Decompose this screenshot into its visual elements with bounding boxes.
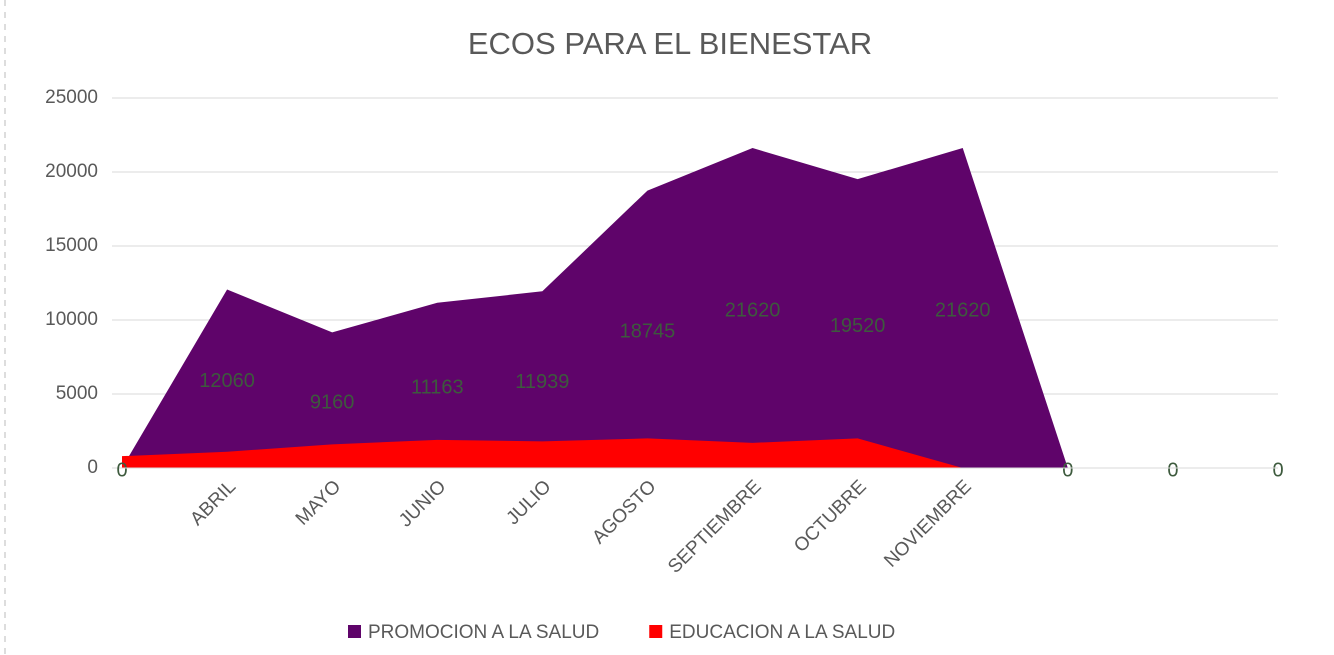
y-tick-label: 25000	[45, 87, 98, 108]
x-tick-label: OCTUBRE	[790, 476, 871, 557]
data-label: 11163	[411, 377, 464, 399]
data-label: 12060	[199, 370, 255, 392]
y-tick-label: 0	[87, 457, 98, 478]
legend-label: EDUCACION A LA SALUD	[669, 622, 895, 643]
x-tick-label: ABRIL	[186, 476, 240, 530]
data-label: 0	[1167, 459, 1178, 481]
x-tick-label: SEPTIEMBRE	[664, 476, 765, 577]
chart-title: ECOS PARA EL BIENESTAR	[468, 26, 872, 61]
data-label: 0	[1062, 459, 1073, 481]
data-label: 11939	[515, 371, 569, 393]
data-label: 18745	[620, 321, 676, 343]
data-label: 21620	[935, 299, 991, 321]
data-label: 19520	[830, 315, 886, 337]
x-tick-label: JUNIO	[395, 476, 450, 531]
x-tick-label: NOVIEMBRE	[880, 476, 975, 571]
y-tick-label: 15000	[45, 235, 98, 256]
area	[122, 438, 1278, 468]
x-tick-label: AGOSTO	[588, 476, 660, 548]
data-label: 0	[1272, 459, 1283, 481]
x-tick-label: MAYO	[292, 476, 345, 529]
data-label: 9160	[310, 391, 355, 413]
y-tick-label: 20000	[45, 161, 98, 182]
x-tick-label: JULIO	[503, 476, 556, 529]
legend-swatch	[649, 625, 663, 638]
legend: PROMOCION A LA SALUD EDUCACION A LA SALUD	[348, 622, 895, 643]
legend-swatch	[348, 625, 361, 638]
y-tick-label: 5000	[56, 383, 98, 404]
area	[122, 148, 1278, 469]
legend-label: PROMOCION A LA SALUD	[368, 622, 599, 643]
y-tick-label: 10000	[45, 309, 98, 330]
data-label: 0	[116, 459, 127, 481]
data-label: 21620	[725, 299, 781, 321]
